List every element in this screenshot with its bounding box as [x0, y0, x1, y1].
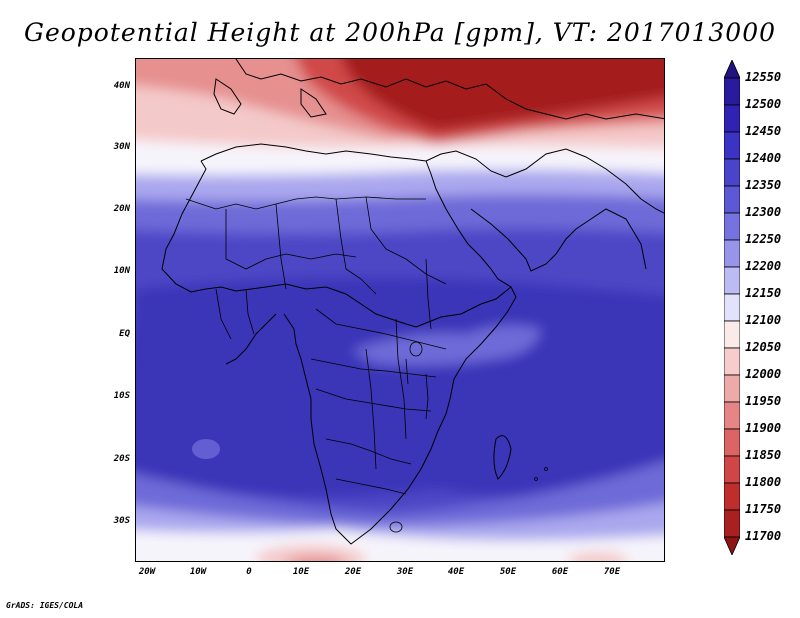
footer-credit: GrADS: IGES/COLA: [6, 601, 84, 610]
colorbar-level-label: 12450: [745, 124, 782, 138]
colorbar-level-label: 12000: [745, 367, 782, 381]
colorbar-box: [724, 374, 740, 403]
colorbar-box: [724, 401, 740, 430]
colorbar-box: [724, 320, 740, 349]
lat-label-20s: 20S: [113, 454, 130, 464]
lat-label-40n: 40N: [113, 81, 130, 91]
field-core: [136, 277, 664, 497]
colorbar-level-label: 11750: [745, 502, 782, 516]
lat-label-10s: 10S: [113, 391, 130, 401]
field-south-red-west: [256, 545, 366, 561]
colorbar-box: [724, 293, 740, 322]
map-canvas: [136, 59, 664, 561]
field-sw-patch: [192, 439, 220, 459]
lon-label-10w: 10W: [189, 567, 207, 577]
colorbar-box: [724, 158, 740, 187]
colorbar-level-label: 11850: [745, 448, 782, 462]
lon-label-30e: 30E: [396, 567, 414, 577]
colorbar-level-label: 11900: [745, 421, 782, 435]
lon-label-50e: 50E: [499, 567, 517, 577]
field-band-8: [342, 59, 664, 131]
colorbar-level-label: 12400: [745, 151, 782, 165]
colorbar-level-label: 11700: [745, 529, 782, 543]
colorbar-level-label: 12250: [745, 232, 782, 246]
colorbar-box: [724, 131, 740, 160]
colorbar-box: [724, 104, 740, 133]
field-south-red-far-west: [136, 547, 186, 561]
colorbar-level-label: 12350: [745, 178, 782, 192]
colorbar-box: [724, 428, 740, 457]
colorbar-box: [724, 509, 740, 538]
colorbar-top-arrow: [724, 60, 740, 79]
colorbar-level-label: 12300: [745, 205, 782, 219]
colorbar-level-label: 12550: [745, 70, 782, 84]
lon-label-60e: 60E: [551, 567, 569, 577]
lon-label-70e: 70E: [603, 567, 621, 577]
colorbar: [724, 60, 740, 555]
colorbar-level-label: 12050: [745, 340, 782, 354]
colorbar-level-label: 12200: [745, 259, 782, 273]
colorbar-bottom-arrow: [724, 536, 740, 555]
lakes: [389, 341, 548, 533]
lon-label-20w: 20W: [138, 567, 156, 577]
colorbar-box: [724, 185, 740, 214]
colorbar-level-label: 12100: [745, 313, 782, 327]
colorbar-level-label: 11950: [745, 394, 782, 408]
field-south-red-west-core: [288, 556, 344, 561]
lat-label-10n: 10N: [113, 266, 130, 276]
lat-label-eq: EQ: [119, 329, 130, 339]
colorbar-level-label: 12150: [745, 286, 782, 300]
lon-label-40e: 40E: [447, 567, 465, 577]
lat-label-30s: 30S: [113, 516, 130, 526]
colorbar-box: [724, 266, 740, 295]
colorbar-box: [724, 482, 740, 511]
map-panel: [135, 58, 665, 562]
lon-label-10e: 10E: [292, 567, 310, 577]
colorbar-box: [724, 455, 740, 484]
lon-label-0: 0: [246, 567, 252, 577]
lat-label-20n: 20N: [113, 204, 130, 214]
country-borders: [185, 196, 447, 495]
colorbar-level-label: 11800: [745, 475, 782, 489]
colorbar-box: [724, 347, 740, 376]
chart-title: Geopotential Height at 200hPa [gpm], VT:…: [23, 18, 777, 47]
height-field: [136, 59, 664, 561]
colorbar-level-label: 12500: [745, 97, 782, 111]
lon-label-20e: 20E: [344, 567, 362, 577]
field-south-red-east: [568, 552, 628, 561]
colorbar-box: [724, 239, 740, 268]
colorbar-box: [724, 77, 740, 106]
coastlines: [161, 59, 664, 545]
lat-label-30n: 30N: [113, 142, 130, 152]
field-equatorial-patch: [351, 325, 541, 366]
colorbar-box: [724, 212, 740, 241]
